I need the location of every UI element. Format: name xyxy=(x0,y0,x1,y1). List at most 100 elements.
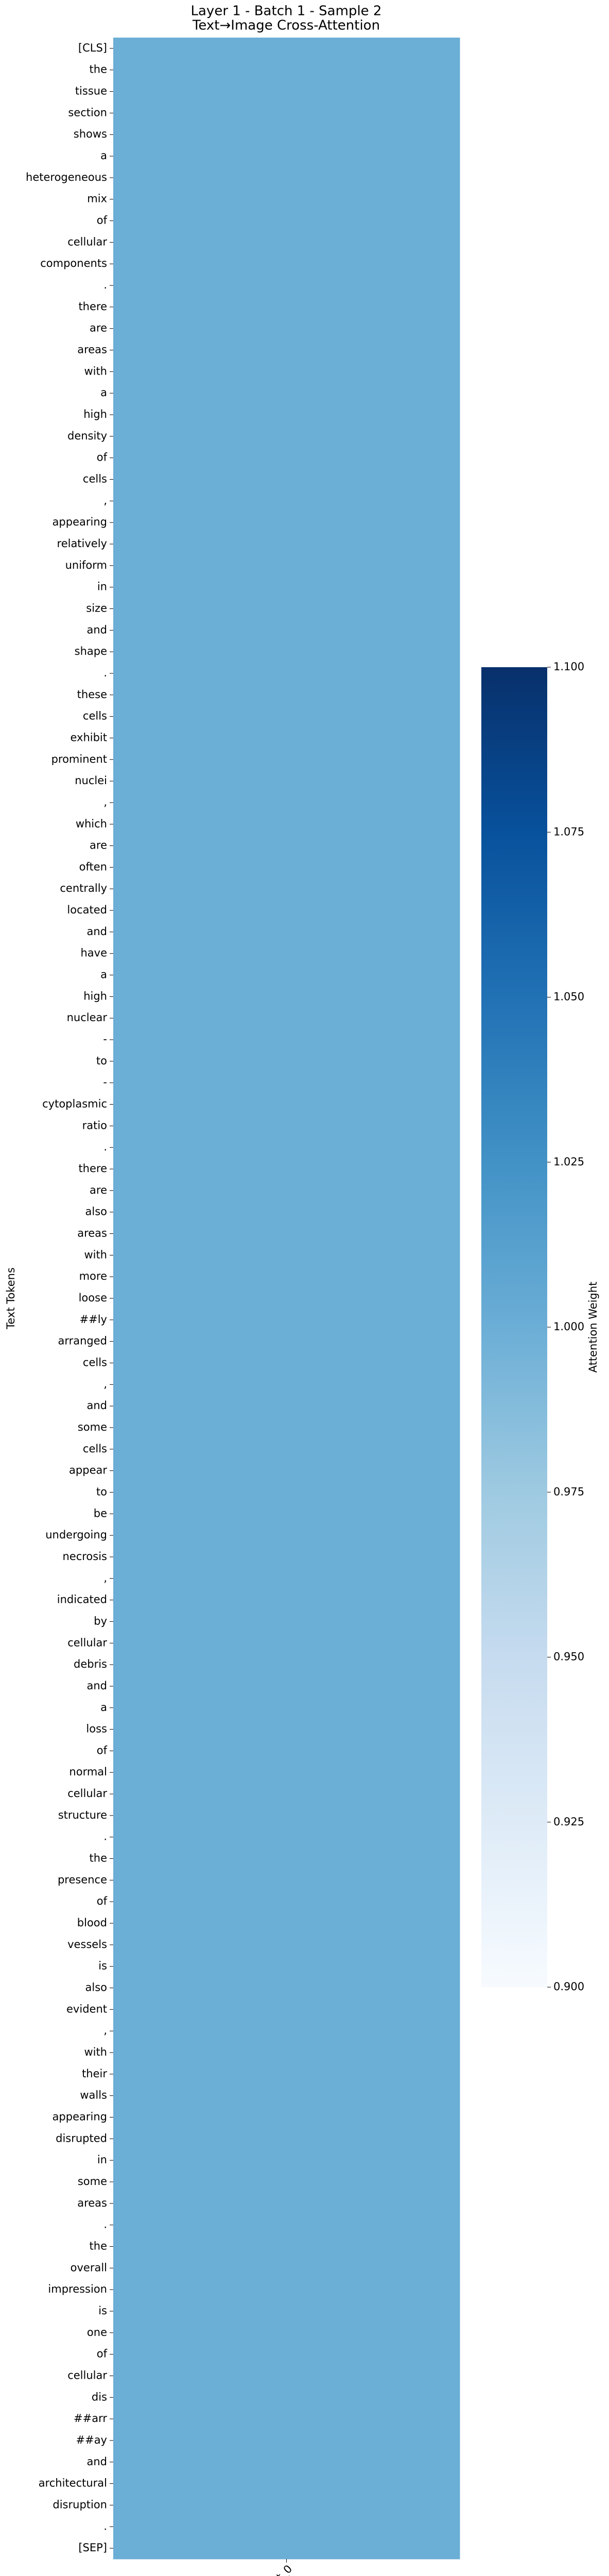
heatmap-cell xyxy=(113,1654,460,1676)
y-tick-label: structure xyxy=(58,1809,107,1821)
y-tick-label: , xyxy=(103,1572,107,1584)
heatmap-cell xyxy=(113,339,460,361)
y-tick-label: arranged xyxy=(58,1335,107,1347)
y-tick-label: , xyxy=(103,796,107,808)
heatmap-cell xyxy=(113,2149,460,2172)
heatmap-cell xyxy=(113,1848,460,1870)
y-tick-label: debris xyxy=(74,1658,107,1670)
heatmap-cell xyxy=(113,1934,460,1956)
y-tick-label: cells xyxy=(83,710,107,722)
y-tick-label: nuclear xyxy=(67,1011,108,1024)
y-tick-label: . xyxy=(103,1831,107,1843)
heatmap-cell xyxy=(113,1826,460,1849)
colorbar-tick-label: 1.075 xyxy=(553,825,584,838)
colorbar-tick-label: 0.900 xyxy=(553,1980,584,1993)
y-tick-label: - xyxy=(103,1033,107,1045)
y-tick-label: areas xyxy=(77,2197,107,2209)
y-tick-label: of xyxy=(97,2348,108,2360)
y-tick-label: are xyxy=(90,1184,107,1196)
heatmap-cell xyxy=(113,2494,460,2516)
y-tick-label: appear xyxy=(69,1464,107,1477)
heatmap-cell xyxy=(113,900,460,922)
heatmap-cell xyxy=(113,317,460,340)
y-tick-label: high xyxy=(83,990,107,1002)
heatmap-cell xyxy=(113,986,460,1008)
heatmap-cell xyxy=(113,1675,460,1698)
heatmap-cell xyxy=(113,2171,460,2193)
heatmap-cell xyxy=(113,1093,460,1115)
y-tick-label: nuclei xyxy=(75,774,107,787)
colorbar xyxy=(481,667,547,1987)
heatmap-cell xyxy=(113,382,460,404)
heatmap-cell xyxy=(113,1632,460,1654)
y-tick-label: and xyxy=(86,1680,107,1692)
y-tick-label: often xyxy=(79,860,107,873)
heatmap-cell xyxy=(113,1697,460,1719)
y-tick-label: ##ay xyxy=(76,2434,108,2446)
heatmap-cell xyxy=(113,2063,460,2086)
y-tick-label: architectural xyxy=(39,2477,107,2489)
y-tick-label: heterogeneous xyxy=(26,171,107,183)
y-tick-label: tissue xyxy=(75,85,107,97)
heatmap-cell xyxy=(113,1244,460,1266)
heatmap-cell xyxy=(113,1115,460,1137)
y-tick-label: disruption xyxy=(53,2498,107,2511)
heatmap-cell xyxy=(113,361,460,383)
y-tick-label: evident xyxy=(66,2003,107,2015)
y-tick-label: are xyxy=(90,839,107,852)
heatmap-cell xyxy=(113,2321,460,2344)
y-tick-label: dis xyxy=(92,2391,107,2403)
chart-title: Layer 1 - Batch 1 - Sample 2 xyxy=(191,4,382,19)
colorbar-tick-label: 0.925 xyxy=(553,1816,584,1828)
y-tick-label: to xyxy=(96,1055,107,1067)
heatmap-cell xyxy=(113,727,460,749)
heatmap-cell xyxy=(113,468,460,490)
y-tick-label: a xyxy=(100,1701,107,1714)
y-tick-label: high xyxy=(83,408,107,420)
y-tick-label: the xyxy=(90,63,107,76)
y-tick-label: of xyxy=(97,1744,108,1756)
heatmap-cell xyxy=(113,1546,460,1568)
y-tick-label: and xyxy=(86,1399,107,1412)
heatmap-cell xyxy=(113,188,460,211)
y-tick-label: shape xyxy=(75,645,107,657)
heatmap-cell xyxy=(113,2042,460,2064)
y-tick-label: size xyxy=(86,602,107,614)
heatmap-cell xyxy=(113,641,460,663)
y-tick-label: density xyxy=(67,430,107,442)
y-tick-label: prominent xyxy=(51,753,107,765)
y-tick-label: cellular xyxy=(67,1787,107,1800)
y-tick-label: of xyxy=(97,1895,108,1907)
y-tick-label: cellular xyxy=(67,235,107,248)
heatmap-cell xyxy=(113,533,460,555)
heatmap-cell xyxy=(113,512,460,534)
y-tick-label: impression xyxy=(48,2283,107,2295)
y-tick-label: disrupted xyxy=(56,2132,107,2144)
heatmap-cell xyxy=(113,1438,460,1461)
heatmap-cell xyxy=(113,2020,460,2042)
heatmap-cell xyxy=(113,1783,460,1805)
y-tick-label: to xyxy=(96,1485,107,1498)
heatmap-cell xyxy=(113,1481,460,1503)
heatmap-cell xyxy=(113,2084,460,2107)
heatmap-cell xyxy=(113,1374,460,1396)
y-tick-label: are xyxy=(90,322,107,334)
y-tick-label: of xyxy=(97,214,108,227)
y-tick-label: have xyxy=(80,947,107,959)
heatmap-cell xyxy=(113,1567,460,1590)
heatmap-cell xyxy=(113,253,460,275)
y-tick-label: there xyxy=(78,1162,107,1175)
y-tick-label: be xyxy=(94,1507,107,1519)
y-tick-label: necrosis xyxy=(62,1550,107,1563)
heatmap-cell xyxy=(113,102,460,124)
y-tick-label: also xyxy=(85,1206,108,1218)
colorbar-tick-label: 1.025 xyxy=(553,1156,584,1168)
heatmap-cell xyxy=(113,231,460,253)
y-tick-label: normal xyxy=(69,1766,107,1778)
heatmap-cell xyxy=(113,1977,460,1999)
colorbar-tick-label: 1.100 xyxy=(553,660,584,673)
heatmap-cell xyxy=(113,1761,460,1784)
y-tick-label: uniform xyxy=(65,559,107,571)
y-tick-label: - xyxy=(103,1076,107,1089)
y-tick-label: with xyxy=(84,1248,107,1261)
